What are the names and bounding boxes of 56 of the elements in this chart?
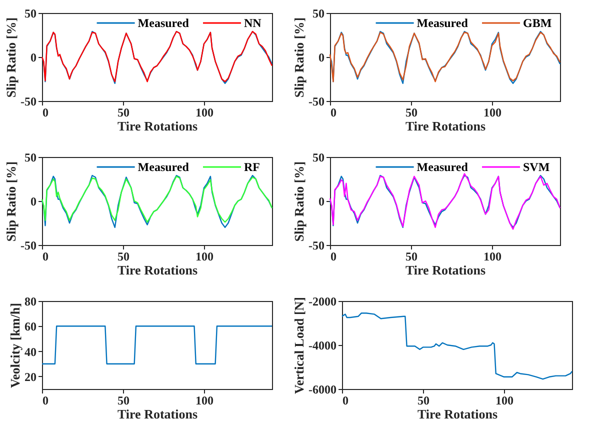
- x-tick-label: 100: [195, 250, 214, 264]
- x-tick-label: 0: [42, 106, 48, 120]
- x-tick-label: 0: [42, 250, 48, 264]
- y-tick-label: -50: [308, 238, 324, 252]
- y-tick-label: 50: [312, 150, 324, 164]
- y-tick-label: -50: [308, 94, 324, 108]
- y-tick-label: 80: [24, 294, 36, 308]
- x-tick-label: 50: [405, 106, 418, 120]
- x-tick-label: 100: [195, 106, 214, 120]
- x-tick-label: 50: [117, 394, 130, 408]
- legend-label: RF: [244, 160, 260, 174]
- y-tick-label: -2000: [308, 294, 336, 308]
- y-tick-label: 20: [24, 370, 36, 384]
- x-axis-title: Tire Rotations: [117, 118, 198, 134]
- y-axis-title: Slip Ratio [%]: [4, 17, 19, 98]
- y-tick-label: 50: [24, 150, 36, 164]
- x-tick-label: 100: [495, 394, 514, 408]
- x-axis-title: Tire Rotations: [417, 406, 498, 422]
- x-axis-title: Tire Rotations: [405, 262, 486, 278]
- y-axis-title: Slip Ratio [%]: [292, 17, 307, 98]
- x-tick-label: 50: [417, 394, 430, 408]
- y-tick-label: -4000: [308, 338, 336, 352]
- x-tick-label: 50: [117, 250, 130, 264]
- legend-label: SVM: [523, 160, 550, 174]
- x-axis-title: Tire Rotations: [117, 262, 198, 278]
- y-tick-label: 0: [318, 194, 324, 208]
- x-tick-label: 0: [342, 394, 348, 408]
- x-axis-title: Tire Rotations: [405, 118, 486, 134]
- legend-label: Measured: [416, 160, 468, 174]
- y-axis-title: Vertical Load [N]: [292, 296, 307, 394]
- y-tick-label: 0: [30, 50, 36, 64]
- x-axis-title: Tire Rotations: [117, 406, 198, 422]
- y-tick-label: 0: [30, 194, 36, 208]
- y-tick-label: 0: [318, 50, 324, 64]
- y-tick-label: 60: [24, 320, 36, 334]
- legend-label: Measured: [416, 16, 468, 30]
- x-tick-label: 100: [483, 106, 502, 120]
- x-tick-label: 50: [117, 106, 130, 120]
- x-tick-label: 50: [405, 250, 418, 264]
- y-tick-label: 40: [24, 344, 36, 359]
- x-tick-label: 0: [42, 394, 48, 408]
- legend-label: GBM: [523, 16, 552, 30]
- y-axis-title: Veolcity [km/h]: [8, 302, 22, 388]
- legend-label: NN: [244, 16, 262, 30]
- y-axis-title: Slip Ratio [%]: [292, 161, 307, 242]
- y-axis-title: Slip Ratio [%]: [4, 161, 19, 242]
- legend-label: Measured: [138, 160, 190, 174]
- y-tick-label: 50: [24, 6, 36, 20]
- y-tick-label: -50: [20, 238, 36, 252]
- line-series: [341, 312, 573, 380]
- y-tick-label: -6000: [308, 382, 336, 396]
- y-tick-label: -50: [20, 94, 36, 108]
- legend-label: Measured: [138, 16, 190, 30]
- x-tick-label: 100: [195, 394, 214, 408]
- y-tick-label: 50: [312, 6, 324, 20]
- x-tick-label: 100: [483, 250, 502, 264]
